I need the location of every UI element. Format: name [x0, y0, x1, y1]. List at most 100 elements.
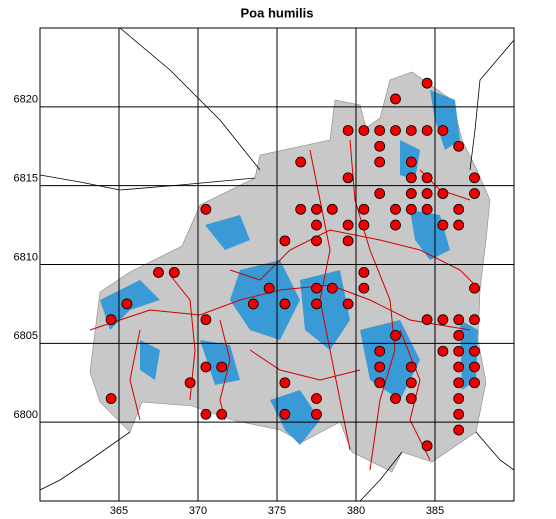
occurrence-point [342, 172, 354, 184]
occurrence-point [405, 377, 417, 389]
occurrence-point [311, 203, 322, 215]
occurrence-point [390, 219, 401, 231]
occurrence-point [279, 235, 291, 247]
occurrence-point [200, 314, 212, 326]
occurrence-point [374, 361, 386, 373]
occurrence-point [263, 282, 275, 294]
y-tick-label: 6815 [14, 173, 38, 185]
occurrence-point [390, 330, 401, 341]
x-tick-label: 365 [110, 505, 128, 517]
occurrence-point [216, 361, 228, 373]
occurrence-point [168, 266, 180, 278]
occurrence-point [390, 203, 401, 215]
occurrence-point [358, 266, 370, 278]
occurrence-point [437, 219, 449, 231]
occurrence-point [469, 377, 480, 389]
occurrence-point [311, 298, 322, 310]
occurrence-point [311, 235, 322, 247]
occurrence-point [279, 377, 291, 389]
occurrence-point [153, 266, 164, 278]
occurrence-point [453, 219, 465, 231]
y-tick-label: 6800 [14, 409, 38, 421]
occurrence-point [405, 361, 417, 373]
occurrence-point [200, 203, 212, 215]
occurrence-point [374, 140, 386, 152]
occurrence-point [469, 314, 480, 326]
occurrence-point [279, 408, 291, 420]
occurrence-point [421, 314, 433, 326]
occurrence-point [311, 282, 322, 294]
occurrence-point [358, 203, 370, 215]
occurrence-point [405, 188, 417, 199]
occurrence-point [121, 298, 133, 310]
x-tick-label: 375 [268, 505, 286, 517]
occurrence-point [453, 408, 465, 420]
occurrence-point [469, 282, 480, 294]
occurrence-point [453, 203, 465, 215]
occurrence-point [326, 203, 338, 215]
occurrence-point [421, 125, 433, 136]
occurrence-point [390, 393, 401, 404]
occurrence-point [311, 408, 322, 420]
occurrence-point [247, 298, 259, 310]
occurrence-point [421, 203, 433, 215]
occurrence-point [311, 393, 322, 404]
occurrence-point [342, 219, 354, 231]
y-tick-label: 6820 [14, 94, 38, 106]
occurrence-point [295, 203, 307, 215]
occurrence-point [421, 172, 433, 184]
occurrence-point [342, 235, 354, 247]
occurrence-point [469, 361, 480, 373]
occurrence-point [453, 393, 465, 404]
occurrence-point [374, 188, 386, 199]
occurrence-point [216, 408, 228, 420]
map-title: Poa humilis [241, 5, 314, 20]
occurrence-point [437, 188, 449, 199]
occurrence-point [405, 125, 417, 136]
occurrence-point [326, 282, 338, 294]
occurrence-point [105, 393, 117, 404]
occurrence-point [469, 172, 480, 184]
occurrence-point [279, 298, 291, 310]
y-tick-label: 6805 [14, 330, 38, 342]
occurrence-point [421, 188, 433, 199]
occurrence-point [453, 361, 465, 373]
occurrence-point [200, 408, 212, 420]
occurrence-point [295, 156, 307, 168]
occurrence-point [405, 393, 417, 404]
x-tick-label: 385 [426, 505, 444, 517]
occurrence-point [453, 424, 465, 436]
occurrence-point [453, 314, 465, 326]
occurrence-point [453, 377, 465, 389]
occurrence-point [421, 77, 433, 89]
occurrence-point [405, 172, 417, 184]
boundaries [40, 28, 514, 501]
occurrence-point [342, 125, 354, 136]
y-tick-label: 6810 [14, 251, 38, 263]
occurrence-point [453, 140, 465, 152]
occurrence-point [437, 314, 449, 326]
occurrence-point [390, 125, 401, 136]
occurrence-point [437, 125, 449, 136]
occurrence-point [358, 125, 370, 136]
x-tick-label: 370 [189, 505, 207, 517]
occurrence-point [358, 282, 370, 294]
occurrence-point [374, 125, 386, 136]
occurrence-point [342, 298, 354, 310]
occurrence-point [405, 156, 417, 168]
occurrence-point [358, 219, 370, 231]
occurrence-point [453, 345, 465, 357]
occurrence-point [200, 361, 212, 373]
occurrence-point [105, 314, 117, 326]
occurrence-point [405, 203, 417, 215]
occurrence-point [374, 345, 386, 357]
occurrence-point [469, 345, 480, 357]
occurrence-point [390, 93, 401, 105]
occurrence-point [374, 156, 386, 168]
occurrence-point [421, 440, 433, 452]
occurrence-point [184, 377, 196, 389]
occurrence-point [453, 330, 465, 341]
x-tick-label: 380 [347, 505, 365, 517]
occurrence-point [469, 188, 480, 199]
